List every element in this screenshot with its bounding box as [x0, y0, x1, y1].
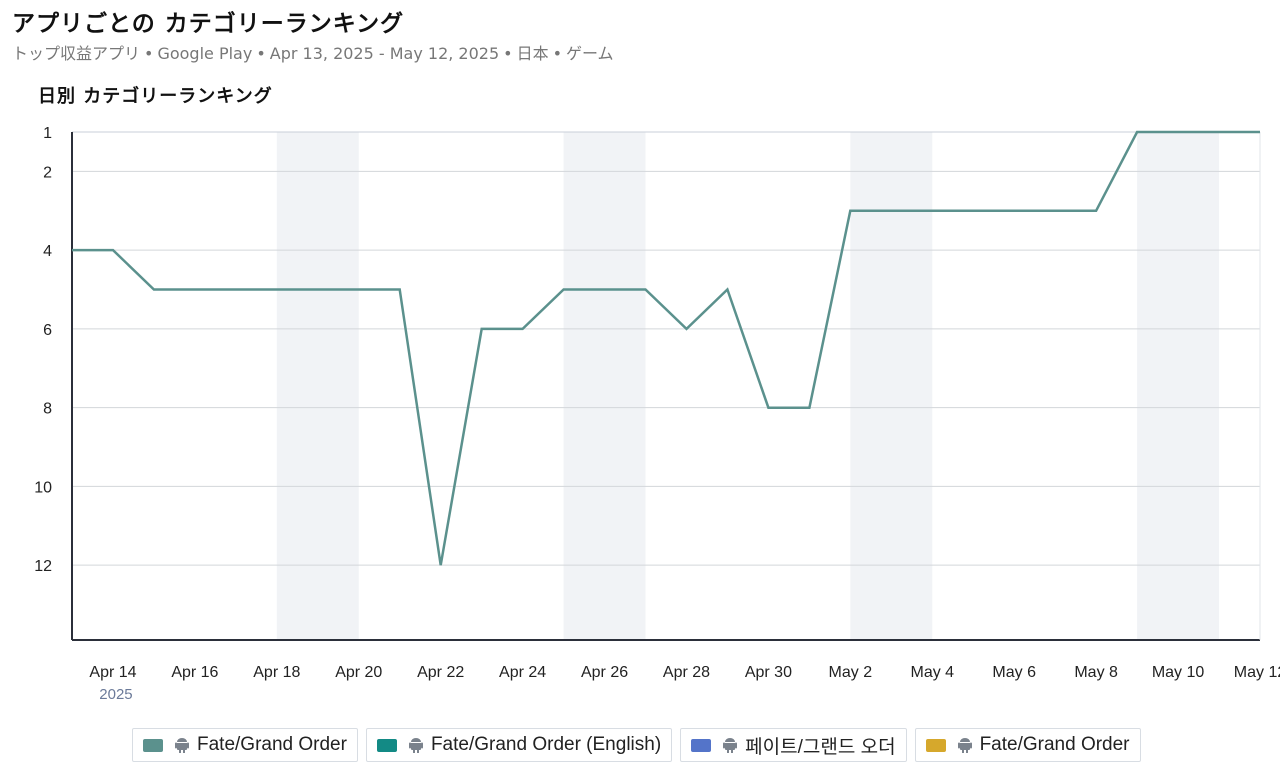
page-subtitle: トップ収益アプリ • Google Play • Apr 13, 2025 - May … [12, 44, 614, 63]
x-tick-label: May 4 [910, 664, 954, 681]
x-tick-label: Apr 20 [335, 664, 382, 681]
subtitle-category: ゲーム [566, 44, 614, 63]
weekend-band [276, 132, 359, 640]
chart-legend: Fate/Grand Order Fate/Grand Order (Engli… [132, 728, 1141, 762]
subtitle-report-type: トップ収益アプリ [12, 44, 141, 63]
y-tick-label: 8 [43, 401, 52, 418]
legend-item-1[interactable]: Fate/Grand Order (English) [365, 728, 673, 762]
x-tick-label: Apr 26 [581, 664, 628, 681]
x-tick-label: May 2 [829, 664, 873, 681]
weekend-band [563, 132, 646, 640]
x-tick-label: Apr 30 [745, 664, 792, 681]
legend-item-2[interactable]: 페이트/그랜드 오더 [680, 728, 907, 762]
legend-swatch [691, 738, 712, 752]
x-tick-label: May 8 [1074, 664, 1118, 681]
x-year-label: 2025 [99, 686, 132, 703]
legend-item-3[interactable]: Fate/Grand Order [914, 728, 1141, 762]
android-icon [957, 738, 972, 753]
weekend-band [850, 132, 933, 640]
legend-swatch [925, 738, 946, 752]
x-tick-label: Apr 16 [171, 664, 218, 681]
series-line [72, 130, 1260, 566]
y-tick-label: 1 [43, 125, 52, 142]
subtitle-store: Google Play [157, 44, 253, 63]
android-icon [723, 738, 738, 753]
x-tick-label: May 10 [1152, 664, 1205, 681]
x-tick-label: Apr 22 [417, 664, 464, 681]
x-tick-label: Apr 18 [253, 664, 300, 681]
y-tick-label: 10 [34, 479, 52, 496]
chart-title: 日別 カテゴリーランキング [38, 86, 273, 107]
android-icon [175, 738, 189, 753]
legend-label: Fate/Grand Order (English) [430, 734, 662, 755]
android-icon [408, 738, 423, 753]
y-tick-label: 12 [34, 558, 52, 575]
legend-swatch [143, 738, 163, 752]
x-tick-label: Apr 28 [663, 664, 710, 681]
x-tick-label: Apr 24 [499, 664, 546, 681]
legend-label: 페이트/그랜드 오더 [745, 736, 896, 758]
x-tick-label: Apr 14 [89, 664, 136, 681]
page-title: アプリごとの カテゴリーランキング [12, 11, 405, 37]
legend-label: Fate/Grand Order [197, 734, 347, 755]
subtitle-date-range: Apr 13, 2025 - May 12, 2025 [269, 44, 500, 63]
legend-label: Fate/Grand Order [979, 734, 1130, 755]
weekend-band [1137, 132, 1220, 640]
x-tick-label: May 6 [992, 664, 1036, 681]
legend-swatch [376, 738, 397, 752]
subtitle-country: 日本 [516, 44, 549, 63]
x-tick-label: May 12 [1234, 664, 1280, 681]
legend-item-0[interactable]: Fate/Grand Order [132, 728, 358, 762]
y-tick-label: 2 [43, 164, 52, 181]
y-tick-label: 4 [43, 243, 52, 260]
y-tick-label: 6 [43, 322, 52, 339]
